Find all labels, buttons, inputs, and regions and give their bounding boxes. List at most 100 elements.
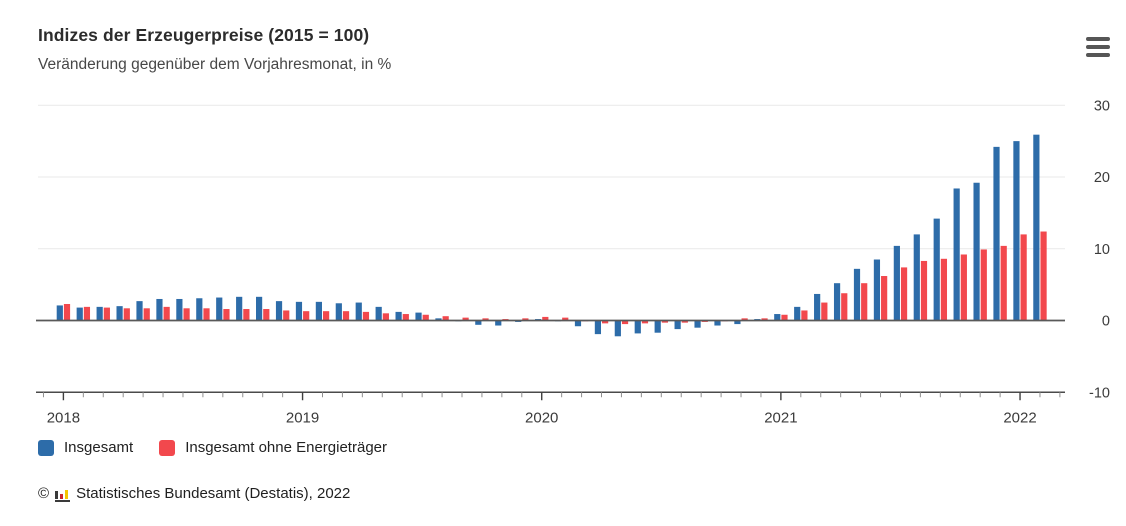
legend-label: Insgesamt ohne Energieträger bbox=[185, 439, 387, 456]
bar-insgesamt bbox=[1033, 134, 1040, 321]
bar-insgesamt bbox=[275, 301, 283, 321]
bar-ohne-energietraeger bbox=[821, 302, 828, 321]
bar-insgesamt bbox=[236, 296, 243, 321]
bar-ohne-energietraeger bbox=[621, 320, 629, 325]
bar-ohne-energietraeger bbox=[482, 318, 489, 321]
hamburger-icon bbox=[1086, 37, 1110, 41]
source-line: © Statistisches Bundesamt (Destatis), 20… bbox=[38, 485, 350, 502]
bar-insgesamt bbox=[96, 306, 103, 321]
bar-insgesamt bbox=[116, 306, 123, 321]
bar-insgesamt bbox=[614, 320, 621, 337]
bar-ohne-energietraeger bbox=[342, 311, 350, 321]
chart-svg: 30 20 10 0 -10 2018 2019 2020 2021 2022 bbox=[36, 98, 1110, 426]
bar-insgesamt bbox=[435, 318, 442, 321]
bar-insgesamt bbox=[674, 320, 681, 330]
y-axis-label: -10 bbox=[1089, 385, 1110, 401]
bar-ohne-energietraeger bbox=[143, 308, 150, 321]
bar-insgesamt bbox=[315, 301, 322, 321]
bar-insgesamt bbox=[993, 146, 1000, 321]
bar-ohne-energietraeger bbox=[761, 318, 768, 321]
source-text: Statistisches Bundesamt (Destatis), 2022 bbox=[76, 485, 351, 502]
bar-ohne-energietraeger bbox=[1020, 234, 1027, 321]
bar-ohne-energietraeger bbox=[462, 317, 469, 321]
hamburger-icon bbox=[1086, 53, 1110, 57]
legend-label: Insgesamt bbox=[64, 439, 134, 456]
bar-ohne-energietraeger bbox=[1000, 245, 1007, 321]
bar-ohne-energietraeger bbox=[103, 307, 110, 321]
bar-ohne-energietraeger bbox=[442, 316, 449, 321]
bar-insgesamt bbox=[216, 297, 223, 321]
bar-ohne-energietraeger bbox=[781, 314, 788, 321]
y-axis-label: 0 bbox=[1102, 314, 1110, 330]
bar-insgesamt bbox=[415, 312, 422, 321]
bar-insgesamt bbox=[495, 320, 502, 326]
bar-insgesamt bbox=[853, 268, 861, 321]
legend-item-ohne-energietraeger[interactable]: Insgesamt ohne Energieträger bbox=[159, 439, 387, 456]
bar-insgesamt bbox=[136, 301, 143, 321]
bar-insgesamt bbox=[256, 296, 263, 321]
hamburger-icon bbox=[1086, 45, 1110, 49]
bar-ohne-energietraeger bbox=[163, 306, 170, 321]
bar-insgesamt bbox=[714, 320, 721, 326]
bar-ohne-energietraeger bbox=[422, 314, 429, 321]
bar-insgesamt bbox=[355, 302, 362, 321]
bar-insgesamt bbox=[176, 298, 183, 321]
bar-insgesamt bbox=[335, 303, 342, 321]
bar-insgesamt bbox=[594, 320, 602, 335]
bar-ohne-energietraeger bbox=[801, 310, 808, 321]
bar-insgesamt bbox=[774, 314, 781, 321]
bar-ohne-energietraeger bbox=[602, 320, 609, 324]
bar-insgesamt bbox=[475, 320, 482, 325]
bar-ohne-energietraeger bbox=[223, 309, 230, 321]
bar-ohne-energietraeger bbox=[203, 308, 210, 321]
bar-ohne-energietraeger bbox=[681, 320, 688, 323]
export-menu-button[interactable] bbox=[1086, 36, 1112, 58]
bar-ohne-energietraeger bbox=[63, 303, 71, 321]
bar-ohne-energietraeger bbox=[861, 283, 868, 321]
bar-insgesamt bbox=[913, 234, 920, 321]
bar-ohne-energietraeger bbox=[661, 320, 668, 323]
bar-ohne-energietraeger bbox=[263, 309, 270, 321]
bar-insgesamt bbox=[76, 307, 83, 321]
bar-ohne-energietraeger bbox=[960, 254, 967, 321]
bar-ohne-energietraeger bbox=[641, 320, 649, 324]
bar-ohne-energietraeger bbox=[980, 249, 987, 321]
bar-insgesamt bbox=[56, 305, 63, 321]
bar-insgesamt bbox=[574, 320, 582, 327]
y-axis-label: 10 bbox=[1094, 242, 1110, 258]
copyright-symbol: © bbox=[38, 485, 50, 502]
page-title: Indizes der Erzeugerpreise (2015 = 100) bbox=[38, 25, 370, 45]
bar-insgesamt bbox=[1013, 141, 1020, 321]
x-axis-year-label: 2018 bbox=[47, 409, 80, 426]
bar-ohne-energietraeger bbox=[542, 316, 549, 321]
bar-ohne-energietraeger bbox=[322, 311, 330, 321]
bar-insgesamt bbox=[295, 301, 303, 321]
legend-swatch-blue bbox=[38, 439, 54, 456]
bar-ohne-energietraeger bbox=[243, 309, 250, 321]
bar-insgesamt bbox=[893, 245, 900, 321]
bar-insgesamt bbox=[873, 259, 881, 321]
bar-insgesamt bbox=[953, 188, 960, 321]
legend-item-insgesamt[interactable]: Insgesamt bbox=[38, 439, 133, 456]
bar-ohne-energietraeger bbox=[123, 308, 130, 321]
bar-insgesamt bbox=[196, 298, 203, 321]
bar-insgesamt bbox=[814, 293, 821, 321]
bar-ohne-energietraeger bbox=[382, 313, 389, 321]
x-axis-year-label: 2019 bbox=[286, 409, 319, 426]
bar-ohne-energietraeger bbox=[900, 267, 908, 321]
bar-ohne-energietraeger bbox=[402, 314, 409, 321]
legend-swatch-red bbox=[159, 439, 176, 456]
bar-insgesamt bbox=[694, 320, 701, 328]
bar-insgesamt bbox=[833, 283, 841, 321]
bar-ohne-energietraeger bbox=[920, 260, 928, 321]
bar-insgesamt bbox=[156, 298, 163, 321]
bar-insgesamt bbox=[734, 320, 741, 325]
y-axis-label: 30 bbox=[1094, 98, 1110, 114]
bar-ohne-energietraeger bbox=[741, 318, 748, 321]
bar-ohne-energietraeger bbox=[940, 258, 948, 321]
destatis-bar-chart-icon bbox=[55, 486, 71, 502]
bar-insgesamt bbox=[933, 218, 940, 321]
bar-ohne-energietraeger bbox=[362, 311, 370, 321]
x-axis-year-label: 2021 bbox=[764, 409, 797, 426]
bar-insgesamt bbox=[654, 320, 661, 333]
